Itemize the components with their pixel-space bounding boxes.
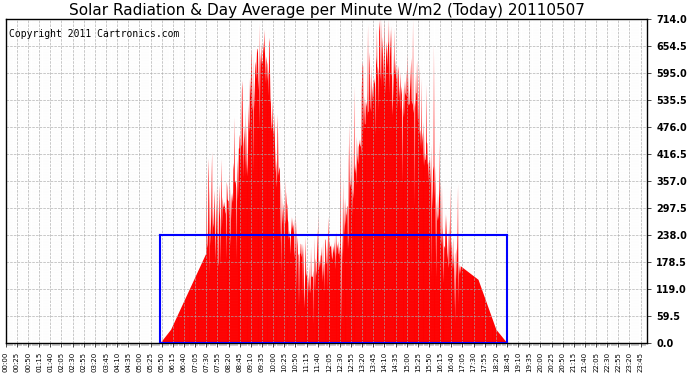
Text: Copyright 2011 Cartronics.com: Copyright 2011 Cartronics.com [9, 28, 179, 39]
Title: Solar Radiation & Day Average per Minute W/m2 (Today) 20110507: Solar Radiation & Day Average per Minute… [68, 3, 584, 18]
